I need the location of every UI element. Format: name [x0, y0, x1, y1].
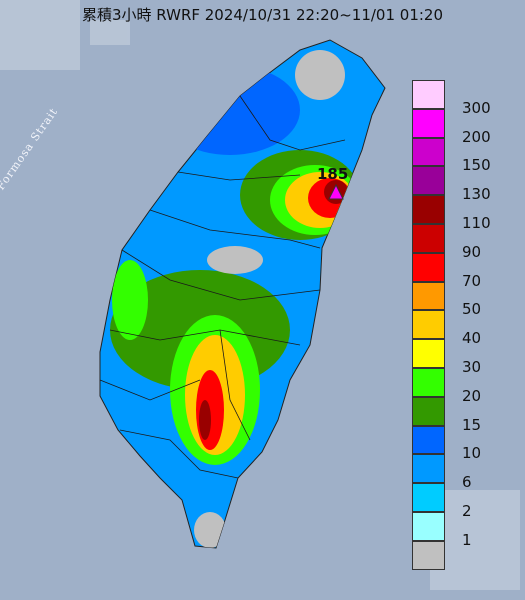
legend-label: 300: [462, 98, 491, 117]
legend-swatch: [412, 137, 445, 167]
max-value-label: 185: [317, 165, 349, 183]
legend-swatch: [412, 224, 445, 253]
legend-label: 70: [462, 271, 482, 290]
legend-label: 50: [462, 300, 482, 319]
legend-label: 130: [462, 185, 491, 204]
legend-label: 10: [462, 444, 482, 463]
legend-swatch: [412, 310, 445, 340]
legend-swatch: [412, 80, 445, 109]
legend-swatch: [412, 252, 445, 282]
legend-swatch: [412, 195, 445, 224]
legend-swatch: [412, 425, 445, 455]
legend-label: 150: [462, 156, 491, 175]
legend-swatch: [412, 108, 445, 138]
legend-swatch: [412, 396, 445, 426]
legend-label: 110: [462, 214, 491, 232]
legend-label: 15: [462, 415, 482, 434]
legend-label: 90: [462, 242, 482, 261]
legend-label: 20: [462, 386, 482, 405]
legend-label: 200: [462, 127, 491, 146]
county-borders: [99, 95, 346, 479]
sea-texture: [0, 0, 520, 590]
legend-label: 1: [462, 530, 472, 549]
legend-swatch: [412, 512, 445, 541]
legend-label: 30: [462, 358, 482, 376]
max-marker: [328, 183, 344, 200]
legend-label: 40: [462, 329, 482, 348]
legend-swatch: [412, 281, 445, 311]
legend-label: 2: [462, 502, 472, 520]
legend-swatch: [412, 483, 445, 512]
legend-swatch: [412, 540, 445, 570]
legend-label: 6: [462, 473, 472, 492]
legend: [412, 80, 447, 570]
legend-swatch: [412, 368, 445, 397]
legend-swatch: [412, 339, 445, 368]
legend-swatch: [412, 454, 445, 484]
map-title: 累積3小時 RWRF 2024/10/31 22:20~11/01 01:20: [81, 6, 444, 24]
legend-swatch: [412, 166, 445, 196]
rain-bands: [110, 50, 360, 548]
